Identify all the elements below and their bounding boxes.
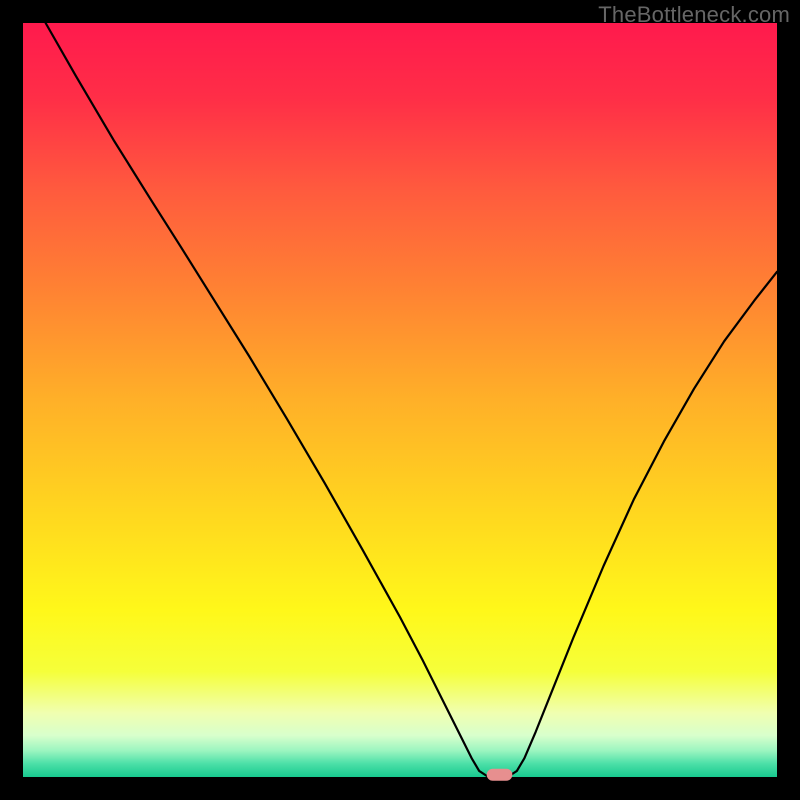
watermark-text: TheBottleneck.com [598,2,790,28]
bottleneck-chart [0,0,800,800]
plot-background-gradient [23,23,777,777]
optimal-marker [487,769,513,781]
